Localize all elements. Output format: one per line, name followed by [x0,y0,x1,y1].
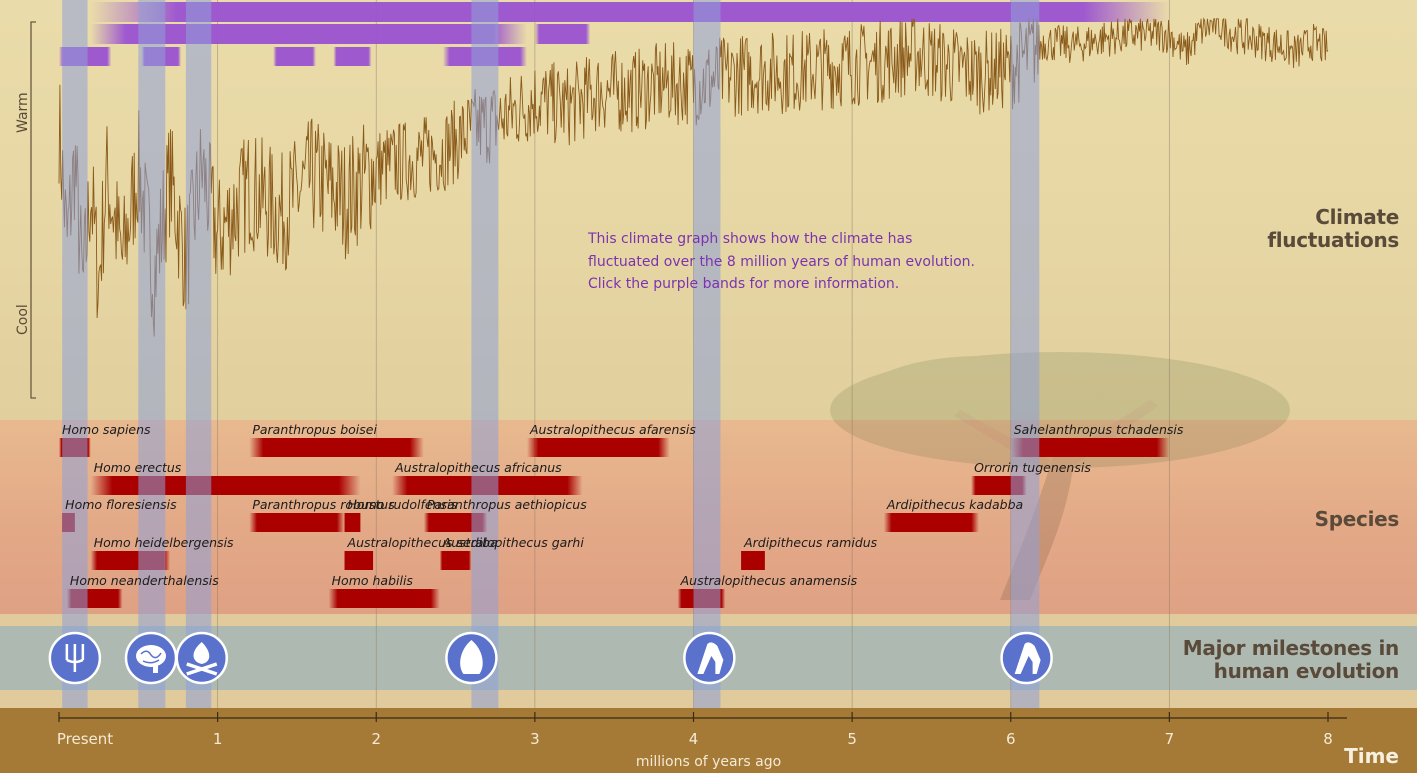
species-label: Homo erectus [94,460,182,475]
species-bar [344,513,361,532]
tools-icon[interactable] [48,631,102,685]
species-label: Ardipithecus kadabba [886,497,1023,512]
info-text: This climate graph shows how the climate… [588,231,976,292]
species-label: Orrorin tugenensis [974,460,1091,475]
species-bar [883,513,980,532]
x-tick-label: 8 [1323,730,1333,748]
time-label: Time [1344,744,1399,768]
fire-icon-flame [193,642,210,664]
x-tick-label: 1 [213,730,223,748]
blue-band[interactable] [185,0,212,708]
species-label: Homo habilis [332,573,414,588]
species-label: Paranthropus robustus [252,497,395,512]
x-tick-label: 7 [1165,730,1175,748]
blue-band[interactable] [62,0,88,708]
x-axis: Present 1 2 3 4 5 6 7 8 [57,712,1347,748]
species-bar [1010,438,1170,457]
species-section-title: Species [1314,507,1400,531]
milestone-icons[interactable] [48,631,1053,685]
species-label: Homo heidelbergensis [94,535,234,550]
x-tick-label: 3 [530,730,540,748]
purple-bands[interactable] [59,2,1170,66]
blue-bands[interactable] [62,0,1040,708]
species-labels: Homo sapiens Paranthropus boisei Australop… [62,422,1184,588]
time-axis-panel [0,708,1417,773]
fire-icon-logs [186,662,218,676]
species-bar [249,513,345,532]
bipedal-early-icon[interactable] [1000,631,1053,685]
tools-icon-glyph [65,644,85,672]
species-label: Homo rudolfensis [348,497,458,512]
species-bar [741,551,765,570]
x-tick-label: Present [57,730,113,748]
bipedal-early-icon-glyph [1014,642,1041,674]
species-label: Homo neanderthalensis [70,573,219,588]
x-tick-label: 2 [371,730,381,748]
species-label: Paranthropus boisei [252,422,377,437]
blue-band[interactable] [693,0,721,708]
species-label: Paranthropus aethiopicus [427,497,587,512]
species-label: Australopithecus afarensis [529,422,696,437]
stone-tool-icon[interactable] [445,631,498,685]
species-bar [344,551,374,570]
species-bar [328,589,440,608]
blue-band[interactable] [138,0,166,708]
x-axis-title: millions of years ago [635,754,782,770]
species-label: Australopithecus garhi [442,535,585,550]
species-label: Homo sapiens [62,422,151,437]
warm-cool-bracket [30,21,36,399]
climate-section-title: Climate fluctuations [1267,205,1399,252]
species-bar [249,438,424,457]
bipedal-icon-glyph [697,642,724,674]
species-label: Homo floresiensis [65,497,177,512]
x-tick-label: 6 [1006,730,1016,748]
fire-icon[interactable] [175,631,229,685]
species-bar [439,551,472,570]
purple-band[interactable] [534,24,591,44]
blue-band[interactable] [1010,0,1040,708]
bipedal-icon[interactable] [683,631,736,685]
species-bar [90,476,361,495]
species-label: Sahelanthropus tchadensis [1014,422,1184,437]
warm-label: Warm [15,92,31,133]
brain-icon-folds [140,650,162,664]
milestones-section-title: Major milestones in human evolution [1182,636,1400,683]
blue-band[interactable] [471,0,499,708]
species-label: Ardipithecus ramidus [743,535,878,550]
species-label: Australopithecus africanus [394,460,562,475]
stone-tool-icon-glyph [460,640,483,674]
species-label: Australopithecus anamensis [680,573,858,588]
purple-band[interactable] [90,2,1170,22]
x-tick-label: 5 [847,730,857,748]
cool-label: Cool [15,304,31,335]
brain-icon-stem [153,665,159,673]
brain-icon[interactable] [124,631,178,685]
purple-band[interactable] [333,47,372,66]
purple-band[interactable] [273,47,316,66]
x-tick-label: 4 [689,730,699,748]
species-label: Australopithecus sediba [347,535,498,550]
species-bar [526,438,670,457]
